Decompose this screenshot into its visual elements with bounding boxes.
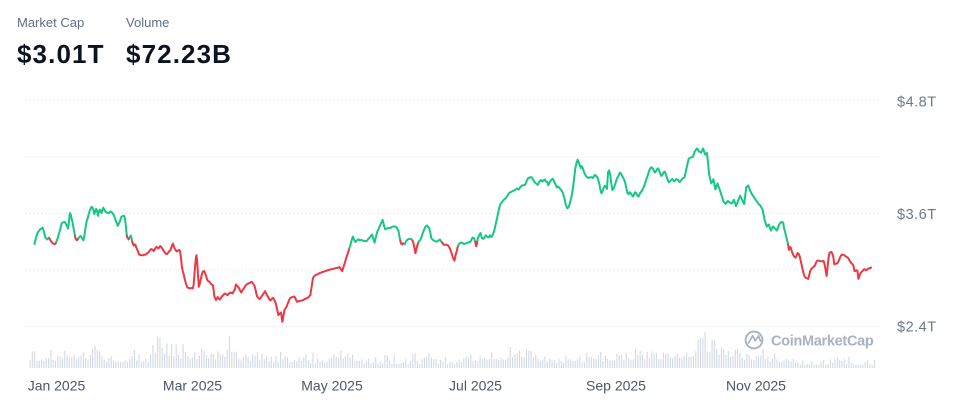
svg-text:Sep 2025: Sep 2025 — [586, 378, 646, 394]
svg-text:CoinMarketCap: CoinMarketCap — [771, 334, 874, 350]
svg-text:$4.8T: $4.8T — [897, 95, 937, 111]
svg-text:Nov 2025: Nov 2025 — [726, 378, 786, 394]
svg-text:Mar 2025: Mar 2025 — [163, 378, 222, 394]
svg-text:Jul 2025: Jul 2025 — [449, 378, 502, 394]
svg-text:$3.6T: $3.6T — [897, 207, 937, 223]
svg-text:Jan 2025: Jan 2025 — [28, 378, 86, 394]
svg-text:May 2025: May 2025 — [301, 378, 363, 394]
svg-text:$2.4T: $2.4T — [897, 320, 937, 336]
